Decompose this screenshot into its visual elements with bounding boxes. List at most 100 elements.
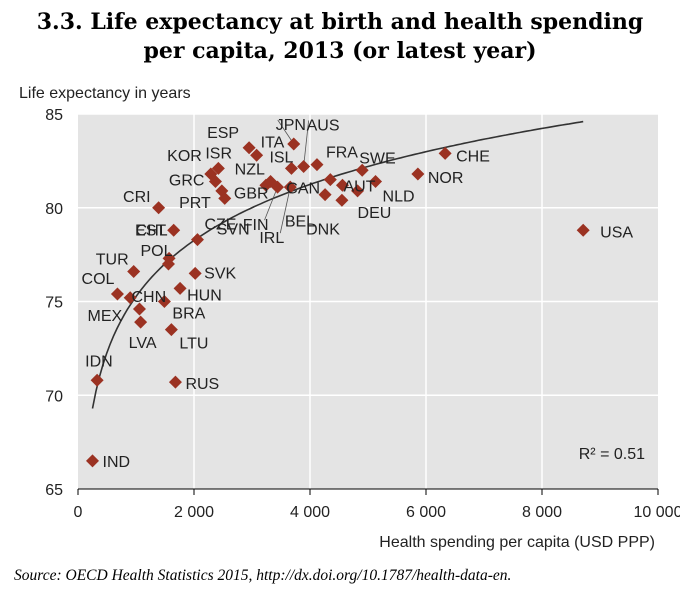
point-label-nzl: NZL xyxy=(235,161,265,178)
source-note: Source: OECD Health Statistics 2015, htt… xyxy=(14,567,512,584)
data-point-svk xyxy=(188,266,202,280)
data-point-isl xyxy=(284,161,298,175)
point-label-nor: NOR xyxy=(428,170,464,187)
point-label-jpn: JPN xyxy=(276,117,306,134)
data-point-bra xyxy=(157,295,171,308)
data-point-deu xyxy=(351,184,365,198)
data-point-isr xyxy=(211,161,225,175)
point-label-isl: ISL xyxy=(269,149,293,166)
leader-line xyxy=(279,187,291,234)
trend-line xyxy=(91,120,584,409)
point-label-svn: SVN xyxy=(217,221,250,238)
data-point-aus xyxy=(297,160,311,173)
point-label-can: CAN xyxy=(286,181,320,198)
chart-title-line-1: 3.3. Life expectancy at birth and health… xyxy=(36,9,644,35)
r-squared-annotation: R² = 0.51 xyxy=(579,446,645,463)
point-label-rus: RUS xyxy=(185,376,219,393)
point-label-cri: CRI xyxy=(123,189,151,206)
point-label-ind: IND xyxy=(103,454,131,471)
point-label-est: EST xyxy=(135,222,166,239)
point-label-pol: POL xyxy=(140,243,172,260)
leader-line xyxy=(303,120,310,167)
point-label-che: CHE xyxy=(456,148,490,165)
data-point-fra xyxy=(310,158,324,172)
data-point-ind xyxy=(86,454,99,468)
data-point-grc xyxy=(208,175,222,188)
point-label-usa: USA xyxy=(600,224,633,241)
point-label-grc: GRC xyxy=(169,173,205,190)
point-label-deu: DEU xyxy=(358,205,392,222)
point-label-swe: SWE xyxy=(359,150,395,167)
data-point-jpn xyxy=(287,137,301,151)
y-tick-label: 70 xyxy=(45,388,63,405)
point-label-prt: PRT xyxy=(179,195,211,212)
point-label-mex: MEX xyxy=(88,308,123,325)
x-tick-label: 0 xyxy=(74,504,83,521)
data-point-swe xyxy=(355,163,369,177)
point-label-ltu: LTU xyxy=(179,336,208,353)
point-label-gbr: GBR xyxy=(234,186,269,203)
data-point-ltu xyxy=(164,323,178,337)
y-tick-label: 85 xyxy=(45,107,63,124)
point-label-ita: ITA xyxy=(261,134,285,151)
leader-line xyxy=(264,186,278,221)
point-label-fin: FIN xyxy=(243,217,269,234)
point-label-hun: HUN xyxy=(187,287,222,304)
y-tick-label: 75 xyxy=(45,295,63,312)
data-point-fin xyxy=(271,180,285,194)
point-label-lva: LVA xyxy=(129,335,157,352)
y-axis-title: Life expectancy in years xyxy=(19,85,191,102)
data-point-lva xyxy=(134,315,148,329)
x-tick-label: 2 000 xyxy=(174,504,214,521)
data-point-esp xyxy=(242,141,256,155)
data-point-dnk xyxy=(335,193,349,207)
data-point-svn xyxy=(218,191,232,205)
data-point-bel xyxy=(318,188,332,202)
data-point-chl xyxy=(167,223,181,237)
data-point-usa xyxy=(576,223,590,237)
y-tick-label: 65 xyxy=(45,482,63,499)
point-label-kor: KOR xyxy=(167,148,202,165)
scatter-chart: 0 2 000 4 000 6 000 8 000 10 000 65 70 75 80 85 Lif… xyxy=(19,85,680,551)
data-point-cri xyxy=(152,201,166,215)
point-label-dnk: DNK xyxy=(306,221,340,238)
data-point-rus xyxy=(168,375,182,389)
point-label-svk: SVK xyxy=(204,265,236,282)
x-tick-label: 8 000 xyxy=(522,504,562,521)
point-label-irl: IRL xyxy=(259,230,284,247)
point-label-nld: NLD xyxy=(383,189,415,206)
data-point-hun xyxy=(173,281,187,295)
data-point-col xyxy=(110,287,124,301)
point-label-esp: ESP xyxy=(207,125,239,142)
data-point-chn xyxy=(132,302,146,316)
data-point-nld xyxy=(369,175,383,188)
x-axis-title: Health spending per capita (USD PPP) xyxy=(379,534,655,551)
data-point-ita xyxy=(250,148,264,162)
point-label-aus: AUS xyxy=(307,118,340,135)
data-point-idn xyxy=(90,373,104,387)
x-tick-label: 4 000 xyxy=(290,504,330,521)
x-tick-label: 6 000 xyxy=(406,504,446,521)
data-point-can xyxy=(323,173,337,187)
chart-title: 3.3. Life expectancy at birth and health… xyxy=(0,8,680,66)
data-point-cze xyxy=(190,233,204,247)
leader-line xyxy=(277,119,295,145)
chart-title-line-2: per capita, 2013 (or latest year) xyxy=(143,38,537,64)
point-label-tur: TUR xyxy=(96,252,129,269)
point-label-chn: CHN xyxy=(131,289,166,306)
point-label-fra: FRA xyxy=(326,145,358,162)
data-point-aut xyxy=(335,178,349,192)
point-label-aut: AUT xyxy=(343,178,375,195)
data-point-che xyxy=(438,146,452,160)
point-label-cze: CZE xyxy=(204,217,236,234)
point-label-isr: ISR xyxy=(205,145,232,162)
data-point-irl xyxy=(283,180,297,194)
point-label-col: COL xyxy=(82,271,115,288)
x-tick-label: 10 000 xyxy=(634,504,680,521)
point-label-idn: IDN xyxy=(85,353,113,370)
point-label-chl: CHL xyxy=(136,222,168,239)
point-label-bra: BRA xyxy=(172,306,205,323)
data-point-est xyxy=(162,251,176,265)
data-point-tur xyxy=(127,265,141,278)
data-point-mex xyxy=(123,291,137,305)
